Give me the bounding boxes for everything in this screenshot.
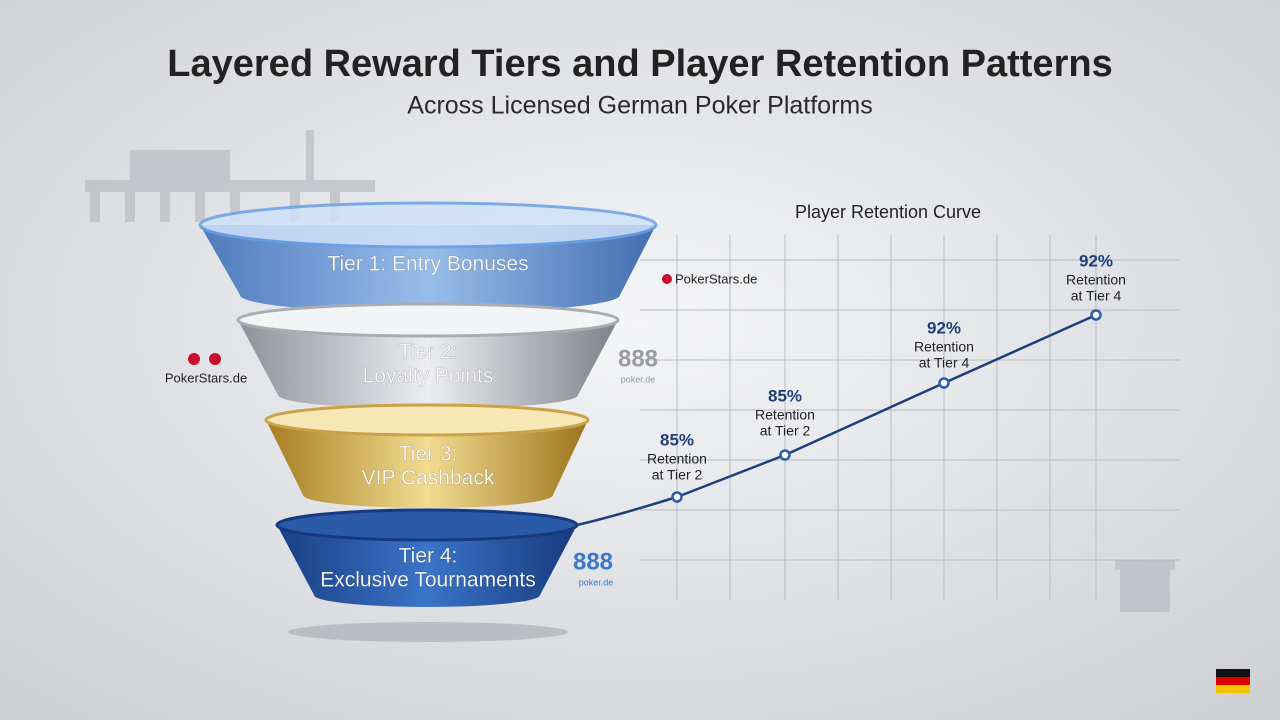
tier-2-shape bbox=[238, 320, 618, 409]
tier-label: Tier 2: bbox=[399, 341, 458, 364]
brand: poker.de bbox=[621, 374, 656, 384]
tier-3-shape bbox=[266, 420, 588, 508]
subtitle: Across Licensed German Poker Platforms bbox=[407, 92, 872, 120]
retention-curve bbox=[576, 313, 1097, 527]
tier-label: Exclusive Tournaments bbox=[320, 569, 536, 592]
retention-label: Retention bbox=[755, 407, 815, 423]
brand: poker.de bbox=[579, 577, 614, 587]
tier-4-rim bbox=[275, 508, 579, 542]
tier-label: Tier 1: Entry Bonuses bbox=[327, 253, 528, 276]
retention-label: at Tier 2 bbox=[652, 467, 703, 483]
brand: PokerStars.de bbox=[675, 271, 757, 286]
brand: 888 bbox=[618, 345, 658, 372]
funnel bbox=[198, 201, 658, 607]
retention-label: Retention bbox=[914, 339, 974, 355]
retention-value: 92% bbox=[1079, 251, 1113, 270]
tier-1-shape bbox=[200, 225, 656, 313]
tier-1-rim bbox=[198, 201, 658, 249]
flag bbox=[1216, 669, 1250, 693]
retention-label: at Tier 4 bbox=[919, 355, 970, 371]
tier-label: Tier 4: bbox=[399, 545, 458, 568]
retention-value: 85% bbox=[660, 430, 694, 449]
skyline bbox=[85, 130, 1175, 612]
title: Layered Reward Tiers and Player Retentio… bbox=[167, 43, 1112, 85]
retention-label: at Tier 4 bbox=[1071, 288, 1122, 304]
retention-label: at Tier 2 bbox=[760, 423, 811, 439]
tier-3-rim bbox=[264, 403, 590, 437]
shadow bbox=[288, 622, 568, 642]
tier-label: Tier 3: bbox=[399, 443, 458, 466]
curve-points bbox=[671, 309, 1102, 503]
tier-4-shape bbox=[277, 525, 577, 607]
retention-label: Retention bbox=[647, 451, 707, 467]
retention-value: 92% bbox=[927, 318, 961, 337]
brand: 888 bbox=[573, 548, 613, 575]
brand: PokerStars.de bbox=[165, 370, 247, 385]
tier-2-rim bbox=[236, 302, 620, 338]
retention-value: 85% bbox=[768, 386, 802, 405]
tier-label: VIP Cashback bbox=[362, 467, 495, 490]
retention-label: Retention bbox=[1066, 272, 1126, 288]
chart-grid bbox=[640, 235, 1180, 600]
chart-title: Player Retention Curve bbox=[795, 202, 981, 222]
pokerstars-icons bbox=[188, 274, 672, 365]
tier-label: Loyalty Points bbox=[363, 365, 494, 388]
